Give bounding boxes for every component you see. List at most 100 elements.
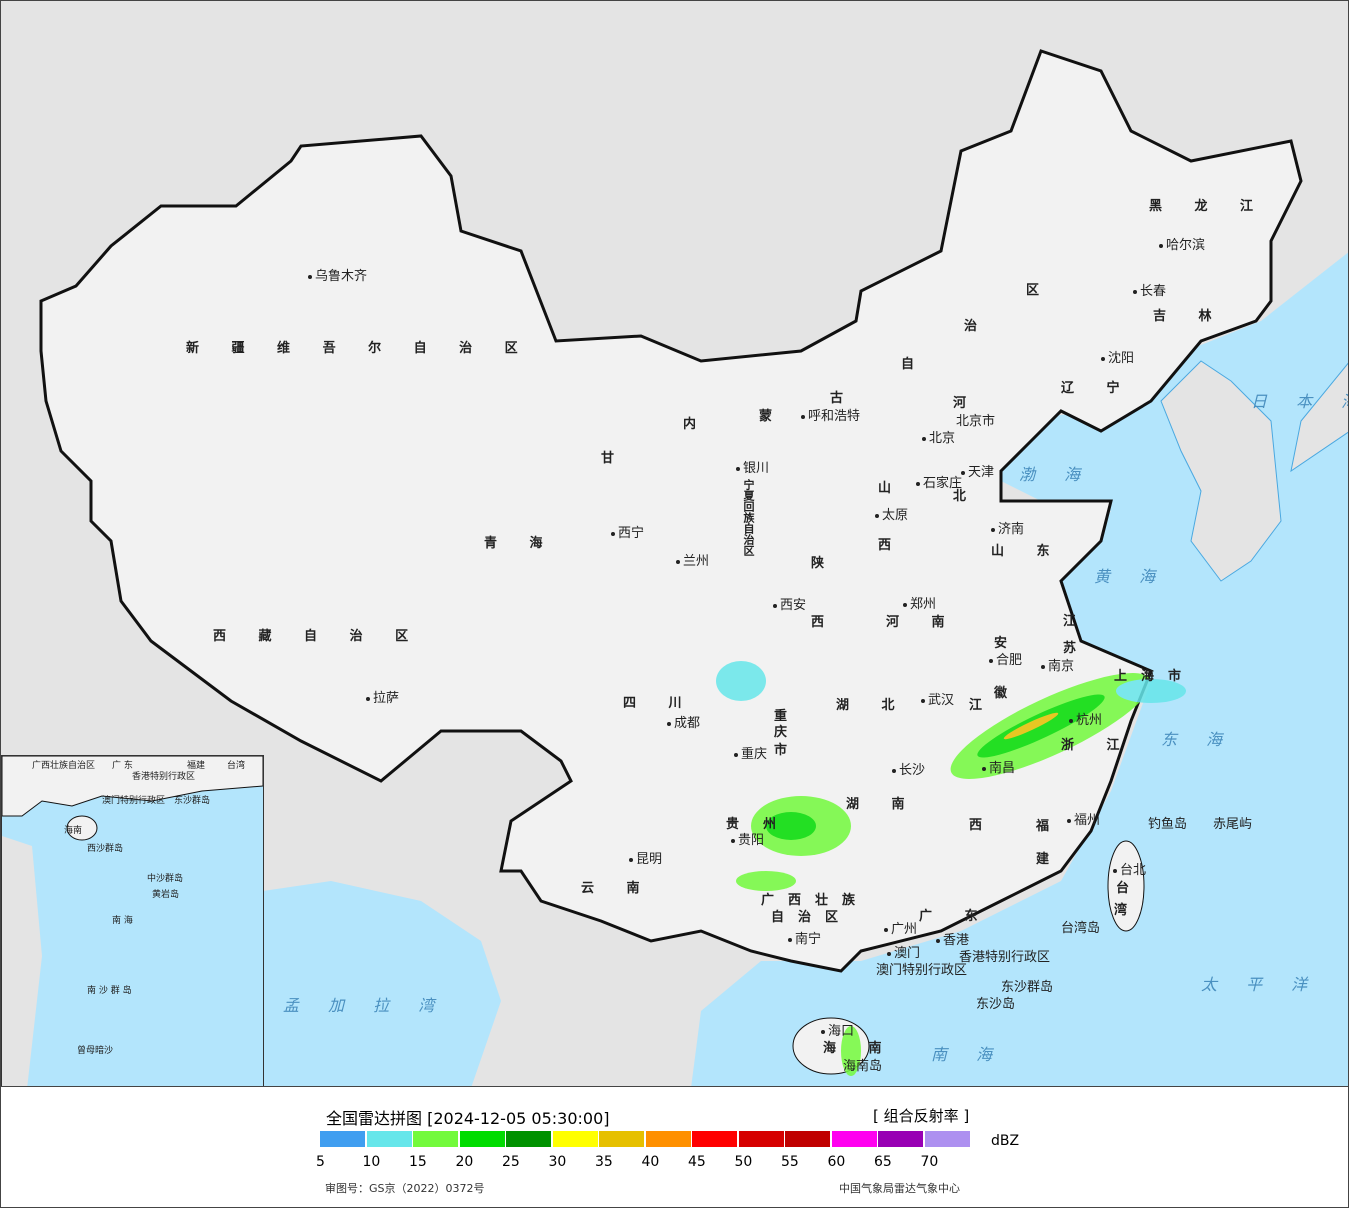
inset-label: 中沙群岛 — [147, 874, 184, 884]
color-swatch — [878, 1131, 923, 1147]
province-label: 市 — [774, 743, 802, 758]
inset-label: 台湾 — [227, 761, 246, 771]
color-swatch — [785, 1131, 830, 1147]
province-label: 内 — [683, 417, 711, 432]
color-swatch — [413, 1131, 458, 1147]
province-label: 西 — [878, 538, 906, 553]
province-label: 湖 北 — [836, 698, 909, 713]
tick-label: 50 — [734, 1154, 753, 1170]
inset-label: 黄岩岛 — [152, 890, 180, 900]
province-label: 西 藏 自 治 区 — [213, 629, 423, 644]
city-label: 西宁 — [611, 526, 644, 541]
tick-label: 15 — [409, 1154, 427, 1170]
province-label: 庆 — [774, 725, 802, 740]
place-label: 澳门特别行政区 — [876, 963, 968, 978]
province-label: 浙 江 — [1061, 738, 1134, 753]
inset-label: 香港特别行政区 — [132, 772, 196, 782]
province-label: 甘 — [601, 451, 629, 466]
tick-label: 5 — [316, 1154, 325, 1170]
city-label: 武汉 — [921, 693, 954, 708]
city-label: 海口 — [821, 1024, 854, 1039]
city-label: 郑州 — [903, 597, 936, 612]
province-label: 建 — [1036, 852, 1064, 867]
bay-of-bengal — [263, 881, 501, 1086]
color-swatch — [831, 1131, 877, 1147]
city-label: 兰州 — [676, 554, 709, 569]
korea-land — [1160, 360, 1282, 582]
place-label: 北京市 — [956, 414, 996, 429]
tick-label: 70 — [920, 1154, 939, 1170]
japan-land — [1290, 362, 1348, 473]
province-label: 自 — [901, 357, 929, 372]
province-label: 贵 — [726, 817, 754, 832]
province-label: 新 疆 维 吾 尔 自 治 区 — [186, 341, 532, 356]
inset-label: 西沙群岛 — [87, 844, 124, 854]
tick-label: 20 — [455, 1154, 474, 1170]
legend-panel: 全国雷达拼图 [2024-12-05 05:30:00] [ 组合反射率 ] 5… — [0, 1087, 1349, 1208]
province-label: 蒙 — [759, 409, 787, 424]
tick-label: 55 — [781, 1154, 799, 1170]
tick-label: 40 — [641, 1154, 660, 1170]
place-label: 台湾岛 — [1061, 921, 1101, 936]
sea-label: 太 平 洋 — [1201, 975, 1320, 994]
city-label: 天津 — [961, 465, 994, 480]
tick-label: 60 — [827, 1154, 846, 1170]
province-label: 陕 — [811, 556, 839, 571]
color-swatch — [645, 1131, 691, 1147]
sea-label: 南 海 — [931, 1045, 1005, 1064]
city-label: 呼和浩特 — [801, 409, 860, 424]
color-swatch — [320, 1131, 365, 1147]
city-label: 澳门 — [887, 946, 920, 961]
city-label: 石家庄 — [916, 476, 962, 491]
city-label: 济南 — [991, 522, 1024, 537]
city-label: 长沙 — [892, 763, 925, 778]
city-label: 香港 — [936, 933, 969, 948]
province-label: 西 — [969, 818, 997, 833]
city-label: 南昌 — [982, 761, 1015, 776]
city-label: 贵阳 — [731, 833, 764, 848]
province-label: 江 — [969, 698, 997, 713]
province-label: 青 海 — [484, 536, 557, 551]
province-label: 上海市 — [1114, 669, 1196, 684]
province-label: 台 — [1116, 881, 1144, 896]
city-label: 长春 — [1133, 284, 1166, 299]
source-label: 中国气象局雷达气象中心 — [839, 1182, 960, 1195]
city-label: 福州 — [1067, 813, 1100, 828]
province-label: 古 — [830, 391, 858, 406]
province-label: 安 — [994, 636, 1022, 651]
province-label: 山 — [878, 481, 906, 496]
city-label: 广州 — [884, 922, 917, 937]
province-label: 吉 林 — [1153, 309, 1226, 324]
city-label: 台北 — [1113, 863, 1146, 878]
inset-label: 南 沙 群 岛 — [87, 986, 132, 996]
product-name: [ 组合反射率 ] — [873, 1107, 970, 1125]
city-label: 合肥 — [989, 653, 1022, 668]
city-label: 乌鲁木齐 — [308, 269, 367, 284]
place-label: 香港特别行政区 — [959, 950, 1051, 965]
province-label: 北 — [953, 489, 981, 504]
province-label: 广 东 — [919, 909, 992, 924]
province-label: 重 — [774, 709, 802, 724]
inset-label: 广西壮族自治区 — [32, 761, 96, 771]
province-label: 自治区 — [771, 910, 853, 925]
province-label: 河 南 — [886, 615, 959, 630]
province-label: 河 — [953, 396, 981, 411]
inset-label: 福建 — [187, 761, 206, 771]
inset-label: 南 海 — [112, 916, 133, 926]
province-label: 辽 宁 — [1061, 381, 1134, 396]
place-label: 赤尾屿 — [1213, 817, 1253, 832]
place-label: 海南岛 — [843, 1059, 883, 1074]
province-label: 山 东 — [991, 544, 1064, 559]
province-label: 区 — [1026, 283, 1054, 298]
city-label: 拉萨 — [366, 691, 399, 706]
unit-label: dBZ — [991, 1133, 1020, 1149]
city-label: 南宁 — [788, 932, 821, 947]
city-label: 西安 — [773, 598, 806, 613]
city-label: 杭州 — [1069, 713, 1102, 728]
radar-map: 新 疆 维 吾 尔 自 治 区西 藏 自 治 区青 海甘四 川云 南内蒙古自治区… — [0, 0, 1349, 1087]
city-label: 成都 — [667, 716, 700, 731]
city-label: 太原 — [875, 508, 908, 523]
place-label: 东沙岛 — [976, 997, 1016, 1012]
city-label: 银川 — [736, 461, 769, 476]
color-swatch — [506, 1131, 551, 1147]
